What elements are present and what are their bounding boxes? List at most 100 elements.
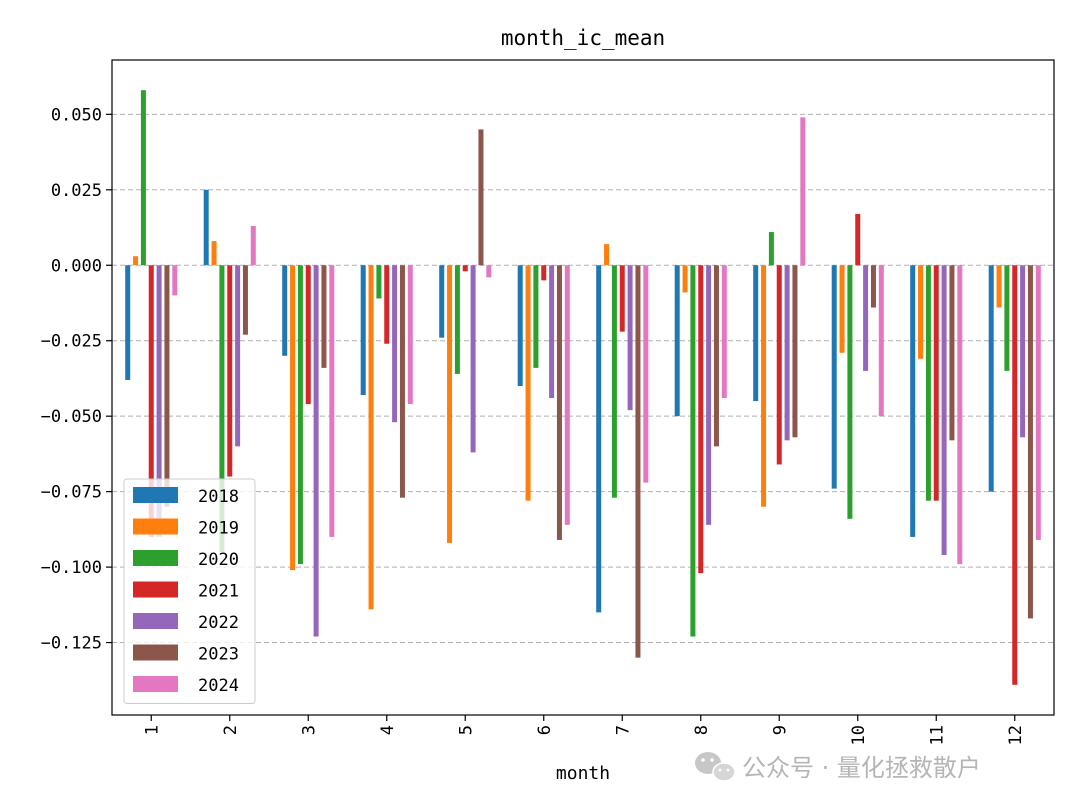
watermark-text: 公众号 · 量化拯救散户 [742,754,981,782]
bars [125,90,1041,685]
bar-2018-month-5 [439,265,445,338]
bar-2023-month-11 [949,265,955,441]
bar-2022-month-10 [863,265,869,371]
bar-2021-month-10 [855,213,861,266]
y-axis: 0.050 0.025 0.000 −0.025 −0.050 −0.075 −0.100 −… [41,105,112,654]
bar-2019-month-1 [133,256,139,266]
bar-2021-month-4 [384,265,390,344]
bar-2018-month-6 [517,265,523,386]
legend-label-2024: 2024 [198,676,239,696]
bar-2018-month-7 [596,265,602,613]
bar-2021-month-6 [541,265,547,281]
bar-2018-month-4 [360,265,366,396]
bar-2018-month-9 [753,265,759,402]
bar-2019-month-9 [761,265,767,507]
bar-2020-month-12 [1004,265,1010,371]
bar-2018-month-12 [988,265,994,492]
wechat-icon [695,752,736,782]
bar-2022-month-3 [313,265,319,637]
y-tick-label: −0.125 [41,634,102,654]
bar-2024-month-6 [564,265,570,525]
y-tick-label: 0.000 [51,256,102,276]
bar-2024-month-5 [486,265,492,278]
bar-2020-month-4 [376,265,382,299]
legend: 2018 2019 2020 2021 2022 2023 2024 [123,478,256,704]
legend-swatch-2022 [133,613,178,629]
bar-2019-month-12 [996,265,1002,308]
bar-2022-month-5 [470,265,476,453]
bar-2021-month-7 [619,265,625,332]
legend-label-2023: 2023 [198,645,239,665]
bar-2020-month-2 [219,265,225,553]
bar-2024-month-7 [643,265,649,483]
bar-2019-month-2 [211,241,217,266]
bar-2021-month-3 [305,265,311,405]
legend-label-2018: 2018 [198,487,239,507]
legend-label-2019: 2019 [198,519,239,539]
bar-2021-month-9 [776,265,782,465]
bar-2022-month-8 [706,265,712,525]
bar-2023-month-5 [478,129,484,266]
bar-2021-month-12 [1012,265,1018,685]
bar-2023-month-1 [164,265,170,507]
x-tick-label: 5 [456,725,476,735]
bar-2021-month-5 [462,265,468,272]
bar-2023-month-7 [635,265,641,658]
bar-2024-month-3 [329,265,335,537]
bar-2024-month-10 [878,265,884,417]
bar-2022-month-6 [549,265,555,399]
bar-2021-month-1 [148,265,154,537]
x-tick-label: 8 [692,725,712,735]
bar-2024-month-12 [1035,265,1041,540]
bar-2021-month-8 [698,265,704,574]
bar-2020-month-3 [297,265,303,565]
legend-swatch-2021 [133,581,178,598]
bar-2020-month-10 [847,265,853,519]
bar-2020-month-8 [690,265,696,637]
bar-2022-month-4 [392,265,398,423]
x-tick-label: 2 [221,725,241,735]
x-tick-label: 6 [535,725,555,735]
x-axis: 1 2 3 4 5 6 7 8 9 10 11 12 [142,715,1026,745]
bar-2022-month-11 [941,265,947,556]
x-tick-label: 9 [770,725,790,735]
bar-2020-month-7 [611,265,617,498]
bar-2022-month-9 [784,265,790,441]
bar-2024-month-9 [800,117,806,266]
bar-2019-month-7 [604,244,610,266]
grid-lines [112,113,1054,644]
bar-2023-month-3 [321,265,327,368]
bar-2024-month-2 [250,226,256,266]
x-tick-label: 11 [927,725,947,745]
bar-2019-month-6 [525,265,531,501]
bar-2019-month-10 [839,265,845,353]
bar-2023-month-9 [792,265,798,438]
bar-2019-month-8 [682,265,688,293]
bar-2022-month-12 [1020,265,1026,438]
bar-2023-month-6 [556,265,562,540]
bar-2018-month-10 [831,265,837,489]
y-tick-label: −0.025 [41,332,102,352]
legend-label-2021: 2021 [198,582,239,602]
legend-swatch-2018 [133,487,178,503]
bar-2019-month-5 [447,265,453,543]
bar-2024-month-1 [172,265,178,296]
plot-area-frame [111,59,1055,716]
bar-2023-month-10 [870,265,876,308]
bar-2021-month-2 [227,265,233,477]
bar-2022-month-2 [235,265,241,447]
x-tick-label: 3 [299,725,319,735]
y-tick-label: 0.025 [51,181,102,201]
bar-2023-month-8 [713,265,719,447]
bar-2024-month-8 [721,265,727,399]
y-tick-label: −0.050 [41,407,102,427]
bar-2023-month-2 [242,265,248,335]
legend-label-2022: 2022 [198,613,239,633]
legend-swatch-2019 [133,518,178,535]
bar-2022-month-1 [156,265,162,537]
bar-2024-month-11 [957,265,963,565]
bar-2018-month-11 [910,265,916,537]
legend-swatch-2023 [133,644,178,661]
y-tick-label: −0.100 [41,558,102,578]
y-tick-label: −0.075 [41,483,102,503]
